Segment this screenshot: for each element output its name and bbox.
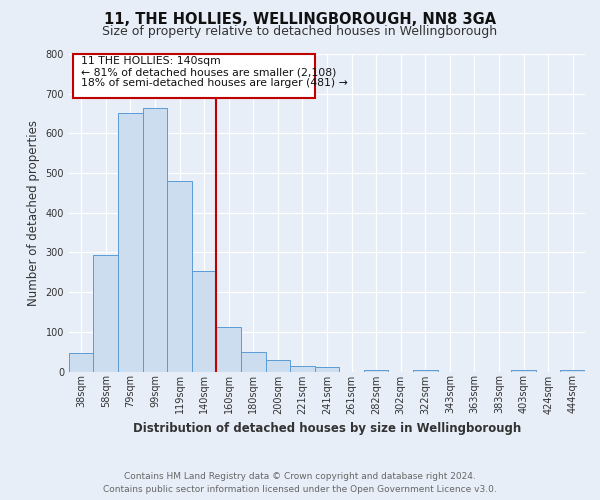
Text: ← 81% of detached houses are smaller (2,108): ← 81% of detached houses are smaller (2,… <box>81 67 337 77</box>
Bar <box>560 370 585 372</box>
Text: 11, THE HOLLIES, WELLINGBOROUGH, NN8 3GA: 11, THE HOLLIES, WELLINGBOROUGH, NN8 3GA <box>104 12 496 28</box>
Bar <box>314 367 339 372</box>
Bar <box>192 271 217 372</box>
Bar <box>364 370 388 372</box>
Text: 11 THE HOLLIES: 140sqm: 11 THE HOLLIES: 140sqm <box>81 56 221 66</box>
Y-axis label: Number of detached properties: Number of detached properties <box>27 120 40 306</box>
X-axis label: Distribution of detached houses by size in Wellingborough: Distribution of detached houses by size … <box>133 422 521 435</box>
Bar <box>241 352 266 372</box>
Bar <box>217 326 241 372</box>
Bar <box>167 181 192 372</box>
Bar <box>413 370 437 372</box>
Bar <box>69 353 94 372</box>
Text: Contains HM Land Registry data © Crown copyright and database right 2024.
Contai: Contains HM Land Registry data © Crown c… <box>103 472 497 494</box>
Bar <box>266 360 290 372</box>
FancyBboxPatch shape <box>73 54 314 98</box>
Text: Size of property relative to detached houses in Wellingborough: Size of property relative to detached ho… <box>103 25 497 38</box>
Bar <box>143 108 167 372</box>
Text: 18% of semi-detached houses are larger (481) →: 18% of semi-detached houses are larger (… <box>81 78 348 88</box>
Bar <box>511 370 536 372</box>
Bar <box>290 366 314 372</box>
Bar <box>118 113 143 372</box>
Bar <box>94 255 118 372</box>
